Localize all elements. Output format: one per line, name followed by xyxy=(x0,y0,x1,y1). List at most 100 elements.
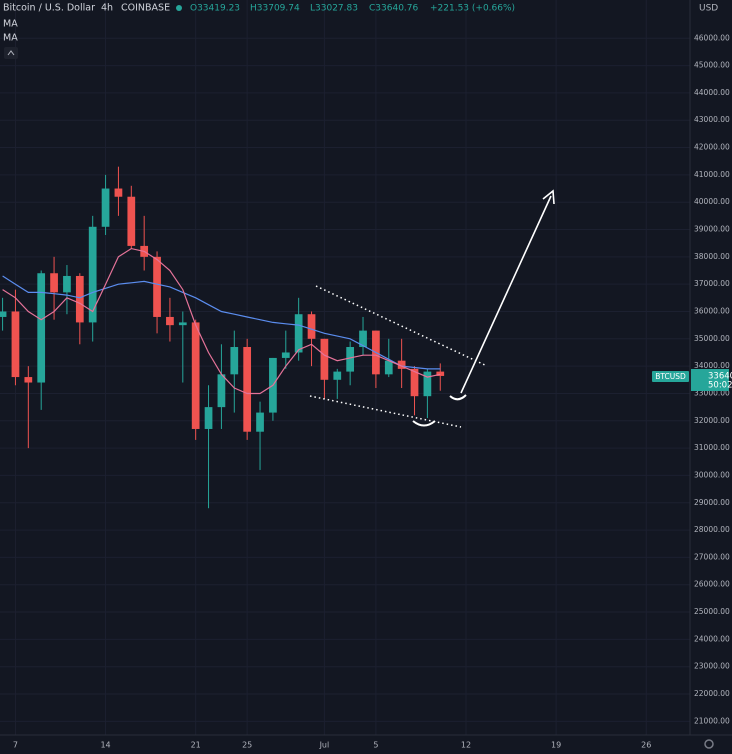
candle-body xyxy=(63,275,71,293)
x-tick-label: 21 xyxy=(191,741,201,750)
y-tick-label: 43000.00 xyxy=(694,115,730,124)
ohlc-high: H33709.74 xyxy=(250,4,300,14)
y-tick-label: 36000.00 xyxy=(694,306,730,315)
y-tick-label: 35000.00 xyxy=(694,334,730,343)
currency[interactable]: USD xyxy=(699,4,718,14)
y-tick-label: 33000.00 xyxy=(694,388,730,397)
candle-body xyxy=(397,360,406,369)
x-tick-label: 14 xyxy=(100,741,110,750)
collapse-icon xyxy=(7,50,15,56)
candle-body xyxy=(50,273,58,293)
y-tick-label: 44000.00 xyxy=(694,88,730,97)
moving-average xyxy=(2,275,441,370)
y-tick-label: 41000.00 xyxy=(694,170,730,179)
ohlc-low: L33027.83 xyxy=(310,4,358,14)
exchange: COINBASE xyxy=(121,3,170,14)
y-tick-label: 25000.00 xyxy=(694,607,730,616)
interval: 4h xyxy=(101,3,113,14)
candle-body xyxy=(307,314,316,339)
legend-ma[interactable]: MA xyxy=(3,19,18,30)
x-tick-label: Jul xyxy=(319,741,330,750)
candle-body xyxy=(423,371,432,397)
y-tick-label: 29000.00 xyxy=(694,498,730,507)
settings-icon[interactable] xyxy=(704,739,714,749)
y-tick-label: 22000.00 xyxy=(694,689,730,698)
y-tick-label: 40000.00 xyxy=(694,197,730,206)
candle-body xyxy=(178,322,187,326)
candle-body xyxy=(359,330,367,348)
plot xyxy=(0,166,445,509)
y-tick-label: 42000.00 xyxy=(694,143,730,152)
symbol-title: Bitcoin / U.S. Dollar xyxy=(3,3,95,14)
x-tick-label: 5 xyxy=(373,741,378,750)
candle-body xyxy=(24,377,33,383)
axes: 21000.00 22000.00 23000.00 24000.00 25000.00… xyxy=(13,33,730,749)
y-tick-label: 37000.00 xyxy=(694,279,730,288)
curve-mark xyxy=(449,394,467,401)
candle-body xyxy=(191,322,200,429)
drawings xyxy=(309,189,555,428)
x-tick-label: 26 xyxy=(641,741,651,750)
candle-body xyxy=(11,311,20,378)
x-tick-label: 7 xyxy=(13,741,18,750)
y-tick-label: 28000.00 xyxy=(694,525,730,534)
y-tick-label: 46000.00 xyxy=(694,33,730,42)
arrow-line xyxy=(460,195,552,394)
candle-body xyxy=(436,371,445,376)
candle-body xyxy=(230,347,239,375)
arrow-head xyxy=(542,189,555,205)
candle-body xyxy=(333,371,342,380)
y-tick-label: 39000.00 xyxy=(694,225,730,234)
symbol-tag-text: BTCUSD xyxy=(655,372,686,381)
x-tick-label: 12 xyxy=(461,741,471,750)
y-tick-label: 30000.00 xyxy=(694,470,730,479)
y-tick-label: 34000.00 xyxy=(694,361,730,370)
candle-body xyxy=(0,311,7,317)
y-tick-label: 24000.00 xyxy=(694,634,730,643)
grid xyxy=(0,0,690,735)
ohlc-close: C33640.76 xyxy=(369,4,419,14)
candle-body xyxy=(410,368,419,397)
curve-mark xyxy=(412,420,436,427)
y-tick-label: 23000.00 xyxy=(694,662,730,671)
price-tag-value: 33640.76 xyxy=(708,372,732,382)
ohlc-change: +221.53 (+0.66%) xyxy=(430,4,515,14)
candle-body xyxy=(320,338,329,380)
x-tick-label: 19 xyxy=(551,741,561,750)
y-tick-label: 31000.00 xyxy=(694,443,730,452)
lower-trendline xyxy=(309,395,462,428)
candle-body xyxy=(88,226,97,323)
candle-body xyxy=(101,188,110,227)
y-tick-label: 21000.00 xyxy=(694,716,730,725)
candle-body xyxy=(153,256,161,317)
x-tick-label: 25 xyxy=(242,741,252,750)
candle-body xyxy=(281,352,290,358)
candle-body xyxy=(294,314,303,353)
candle-body xyxy=(256,412,264,432)
candle-body xyxy=(114,188,123,197)
status-dot xyxy=(176,5,182,11)
price-tag xyxy=(691,369,729,391)
symbol-tag xyxy=(652,371,689,382)
y-tick-label: 45000.00 xyxy=(694,61,730,70)
candle-body xyxy=(346,347,355,372)
candle-body xyxy=(37,273,46,383)
candle-body xyxy=(384,360,393,375)
countdown: 50:02 xyxy=(708,381,732,391)
y-tick-label: 27000.00 xyxy=(694,552,730,561)
candle-body xyxy=(243,347,252,432)
collapse-button[interactable] xyxy=(4,47,18,59)
y-tick-label: 38000.00 xyxy=(694,252,730,261)
candle-body xyxy=(127,196,136,246)
legend-ma[interactable]: MA xyxy=(3,33,18,44)
candle-body xyxy=(75,275,84,323)
candle-body xyxy=(166,316,174,326)
ohlc-open: O33419.23 xyxy=(190,4,240,14)
candle-body xyxy=(204,407,213,429)
moving-average xyxy=(2,247,441,395)
y-tick-label: 32000.00 xyxy=(694,416,730,425)
y-tick-label: 26000.00 xyxy=(694,580,730,589)
